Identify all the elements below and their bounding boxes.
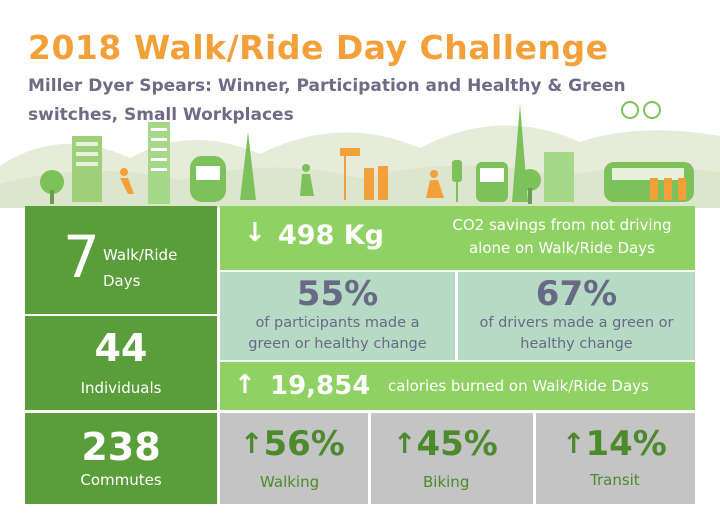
- days-label: Walk/Ride Days: [103, 246, 178, 290]
- co2-value: 498 Kg: [278, 220, 385, 251]
- page-title: 2018 Walk/Ride Day Challenge: [28, 28, 609, 67]
- walking-panel: ↑ 56% Walking: [220, 413, 368, 504]
- co2-savings-panel: ↓ 498 Kg CO2 savings from not driving al…: [220, 206, 695, 270]
- up-arrow-icon: ↑: [234, 370, 256, 400]
- bus-stop-sign-icon: [344, 150, 346, 200]
- calories-description: calories burned on Walk/Ride Days: [388, 377, 649, 395]
- building-icon: [72, 136, 102, 202]
- co2-description: CO2 savings from not driving alone on Wa…: [452, 216, 672, 257]
- calories-panel: ↑ 19,854 calories burned on Walk/Ride Da…: [220, 362, 695, 410]
- up-arrow-icon: ↑: [393, 427, 417, 460]
- drivers-change-panel: 67% of drivers made a green or healthy c…: [458, 272, 695, 360]
- commutes-label: Commutes: [80, 471, 162, 490]
- city-skyline-illustration: [0, 101, 720, 208]
- participants-percent: 55%: [296, 274, 379, 315]
- walking-percent: 56%: [263, 424, 345, 464]
- individuals-label: Individuals: [80, 378, 162, 397]
- spire-icon: [512, 104, 528, 202]
- biking-label: Biking: [423, 473, 470, 491]
- down-arrow-icon: ↓: [244, 218, 266, 248]
- participants-change-panel: 55% of participants made a green or heal…: [220, 272, 455, 360]
- biking-percent: 45%: [416, 424, 498, 464]
- drivers-description: of drivers made a green or healthy chang…: [479, 314, 674, 352]
- up-arrow-icon: ↑: [240, 427, 264, 460]
- walk-ride-days-panel: 7 Walk/Ride Days: [25, 206, 217, 314]
- traffic-light-icon: [452, 160, 462, 182]
- commutes-panel: 238 Commutes: [25, 413, 217, 504]
- individuals-number: 44: [94, 326, 148, 371]
- transit-panel: ↑ 14% Transit: [536, 413, 695, 504]
- biking-panel: ↑ 45% Biking: [371, 413, 533, 504]
- transit-percent: 14%: [585, 424, 667, 464]
- tower-icon: [148, 122, 170, 204]
- page-subtitle: Miller Dyer Spears: Winner, Participatio…: [28, 76, 626, 125]
- cyclist-icon: [621, 101, 639, 119]
- transit-label: Transit: [590, 471, 640, 489]
- tree-icon: [40, 170, 64, 194]
- individuals-panel: 44 Individuals: [25, 316, 217, 410]
- participants-description: of participants made a green or healthy …: [248, 314, 427, 352]
- calories-value: 19,854: [270, 371, 371, 401]
- walker-icon: [302, 164, 310, 172]
- drivers-percent: 67%: [535, 274, 618, 315]
- walking-label: Walking: [260, 473, 320, 491]
- days-number: 7: [63, 223, 100, 291]
- people-icon: [364, 168, 374, 200]
- commutes-number: 238: [81, 424, 161, 469]
- up-arrow-icon: ↑: [562, 427, 586, 460]
- runner-icon: [120, 168, 128, 176]
